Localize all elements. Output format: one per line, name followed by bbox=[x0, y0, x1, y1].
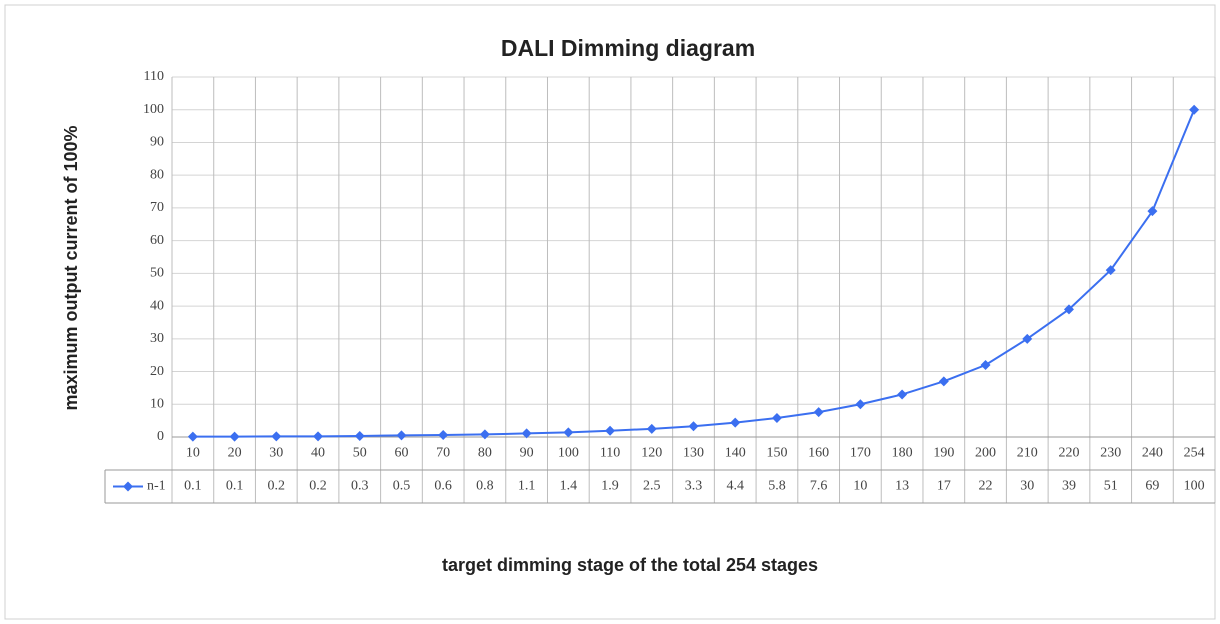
x-tick-label: 200 bbox=[975, 446, 996, 461]
y-tick-label: 20 bbox=[150, 364, 164, 379]
data-point bbox=[730, 417, 741, 428]
x-tick-label: 70 bbox=[436, 446, 450, 461]
x-tick-label: 190 bbox=[933, 446, 954, 461]
x-tick-label: 50 bbox=[353, 446, 367, 461]
y-tick-label: 110 bbox=[144, 69, 164, 84]
x-tick-label: 90 bbox=[520, 446, 534, 461]
data-point bbox=[1022, 333, 1033, 344]
x-tick-label: 210 bbox=[1017, 446, 1038, 461]
x-tick-label: 40 bbox=[311, 446, 325, 461]
data-point bbox=[438, 430, 449, 441]
y-tick-label: 70 bbox=[150, 200, 164, 215]
x-tick-label: 170 bbox=[850, 446, 871, 461]
table-value: 13 bbox=[895, 479, 909, 494]
y-tick-label: 60 bbox=[150, 233, 164, 248]
y-tick-label: 100 bbox=[143, 102, 164, 117]
legend-label: n-1 bbox=[147, 479, 166, 494]
data-point bbox=[229, 431, 240, 442]
table-value: 0.5 bbox=[393, 479, 411, 494]
data-point bbox=[521, 428, 532, 439]
table-value: 4.4 bbox=[726, 479, 744, 494]
table-value: 0.6 bbox=[434, 479, 452, 494]
table-value: 0.3 bbox=[351, 479, 369, 494]
table-value: 1.1 bbox=[518, 479, 536, 494]
data-point bbox=[271, 431, 282, 442]
y-tick-label: 90 bbox=[150, 135, 164, 150]
table-value: 17 bbox=[937, 479, 951, 494]
x-tick-label: 120 bbox=[641, 446, 662, 461]
data-point bbox=[897, 389, 908, 400]
x-tick-label: 140 bbox=[725, 446, 746, 461]
table-value: 5.8 bbox=[768, 479, 786, 494]
data-point bbox=[688, 421, 699, 432]
x-tick-label: 10 bbox=[186, 446, 200, 461]
x-tick-label: 160 bbox=[808, 446, 829, 461]
data-point bbox=[605, 425, 616, 436]
y-tick-label: 80 bbox=[150, 167, 164, 182]
table-value: 2.5 bbox=[643, 479, 661, 494]
data-point bbox=[563, 427, 574, 438]
y-tick-label: 30 bbox=[150, 331, 164, 346]
x-tick-label: 60 bbox=[394, 446, 408, 461]
x-tick-label: 20 bbox=[228, 446, 242, 461]
table-value: 1.4 bbox=[560, 479, 578, 494]
data-point bbox=[855, 399, 866, 410]
x-tick-label: 240 bbox=[1142, 446, 1163, 461]
x-tick-label: 130 bbox=[683, 446, 704, 461]
x-tick-label: 30 bbox=[269, 446, 283, 461]
x-tick-label: 220 bbox=[1058, 446, 1079, 461]
x-tick-label: 254 bbox=[1184, 446, 1205, 461]
data-point bbox=[980, 360, 991, 370]
data-point bbox=[771, 413, 782, 424]
data-point bbox=[1063, 304, 1074, 315]
chart-title: DALI Dimming diagram bbox=[501, 35, 755, 61]
y-tick-label: 50 bbox=[150, 266, 164, 281]
y-tick-label: 40 bbox=[150, 298, 164, 313]
data-point bbox=[1105, 265, 1116, 276]
table-value: 39 bbox=[1062, 479, 1076, 494]
y-axis-label: maximum output current of 100% bbox=[61, 125, 81, 410]
y-tick-label: 10 bbox=[150, 396, 164, 411]
table-value: 1.9 bbox=[601, 479, 619, 494]
data-point bbox=[1147, 206, 1158, 217]
table-value: 0.2 bbox=[268, 479, 286, 494]
table-value: 100 bbox=[1184, 479, 1205, 494]
x-tick-label: 230 bbox=[1100, 446, 1121, 461]
data-point bbox=[313, 431, 324, 442]
table-value: 22 bbox=[979, 479, 993, 494]
table-value: 51 bbox=[1104, 479, 1118, 494]
x-tick-label: 80 bbox=[478, 446, 492, 461]
table-value: 0.2 bbox=[309, 479, 327, 494]
data-point bbox=[479, 429, 490, 440]
data-point bbox=[396, 430, 407, 441]
table-value: 10 bbox=[853, 479, 867, 494]
x-tick-label: 180 bbox=[892, 446, 913, 461]
x-tick-label: 110 bbox=[600, 446, 620, 461]
x-tick-label: 100 bbox=[558, 446, 579, 461]
table-value: 0.1 bbox=[184, 479, 202, 494]
table-value: 69 bbox=[1145, 479, 1159, 494]
table-value: 7.6 bbox=[810, 479, 828, 494]
data-point bbox=[1189, 104, 1200, 115]
table-value: 0.8 bbox=[476, 479, 494, 494]
data-point bbox=[354, 431, 365, 442]
x-tick-label: 150 bbox=[766, 446, 787, 461]
table-value: 30 bbox=[1020, 479, 1034, 494]
table-value: 0.1 bbox=[226, 479, 244, 494]
data-point bbox=[813, 407, 824, 418]
data-point bbox=[938, 376, 949, 387]
table-value: 3.3 bbox=[685, 479, 703, 494]
data-point bbox=[646, 423, 657, 434]
y-tick-label: 0 bbox=[157, 429, 164, 444]
legend-key-marker bbox=[123, 481, 133, 492]
data-point bbox=[187, 431, 198, 442]
chart-border bbox=[4, 4, 1216, 620]
x-axis-label: target dimming stage of the total 254 st… bbox=[442, 555, 818, 575]
